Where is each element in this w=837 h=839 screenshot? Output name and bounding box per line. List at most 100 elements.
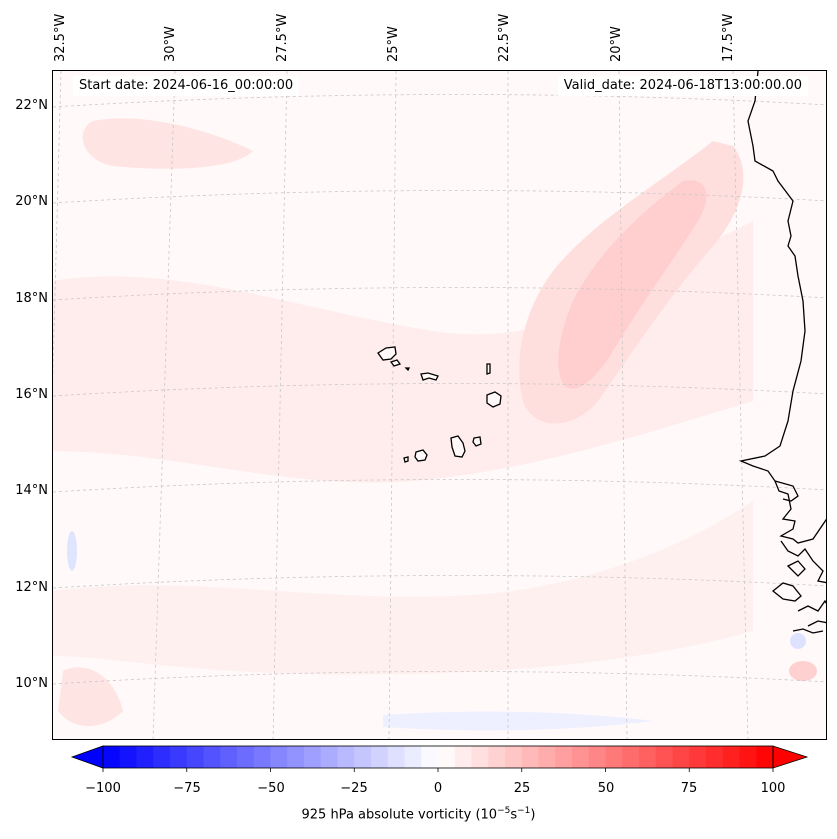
valid-date-label: Valid_date: 2024-06-18T13:00:00.00: [557, 76, 808, 96]
colorbar-segment: [119, 746, 137, 768]
colorbar-segments: [103, 746, 774, 768]
colorbar-segment: [622, 746, 640, 768]
colorbar-label-unit: s: [510, 807, 518, 823]
colorbar-segment: [337, 746, 355, 768]
lat-label-14n: 14°N: [15, 483, 48, 498]
colorbar-segment: [689, 746, 707, 768]
island-sal: [486, 363, 491, 375]
african-coastline: [738, 71, 826, 544]
colorbar-segment: [304, 746, 322, 768]
colorbar-segment: [555, 746, 573, 768]
colorbar-segment: [505, 746, 523, 768]
colorbar-segment: [186, 746, 204, 768]
colorbar-segment: [471, 746, 489, 768]
colorbar-segment: [203, 746, 221, 768]
vorticity-negative-spot: [67, 531, 77, 571]
longitude-line: [272, 71, 288, 739]
latitude-line: [53, 190, 826, 204]
island-santo-antao: [377, 346, 397, 361]
longitude-line: [388, 71, 397, 739]
colorbar-tick-label: 100: [760, 781, 786, 796]
lon-label-17-5w: 17.5°W: [721, 13, 736, 62]
lat-label-20n: 20°N: [15, 194, 48, 209]
colorbar-tick-label: −50: [257, 781, 285, 796]
colorbar-segment: [588, 746, 606, 768]
longitude-line: [618, 71, 628, 739]
start-date-label: Start date: 2024-06-16_00:00:00: [73, 76, 300, 96]
coastline-estuary: [780, 540, 826, 584]
lon-label-22-5w: 22.5°W: [497, 13, 512, 62]
colorbar-segment: [756, 746, 774, 768]
cabo-verde-islands: [377, 346, 502, 463]
coastline-guinea: [771, 582, 802, 602]
colorbar-segment: [153, 746, 171, 768]
lon-label-27-5w: 27.5°W: [275, 13, 290, 62]
latitude-line: [53, 575, 826, 589]
vorticity-field: [53, 118, 817, 731]
colorbar-segment: [371, 746, 389, 768]
coastline-sierra-leone: [786, 560, 806, 577]
colorbar-segment: [488, 746, 506, 768]
island-sao-vicente: [389, 359, 402, 367]
island-sao-nicolau: [420, 372, 439, 381]
colorbar-tick-label: −100: [85, 781, 121, 796]
island-santiago: [450, 435, 466, 458]
colorbar-tickmarks: [102, 768, 774, 772]
colorbar-label-exponent: −1: [517, 806, 531, 816]
colorbar-extend-low: [70, 745, 104, 769]
colorbar-segment: [672, 746, 690, 768]
latitude-line: [53, 287, 826, 301]
lat-label-18n: 18°N: [15, 291, 48, 306]
colorbar-label-exponent: −5: [497, 806, 511, 816]
colorbar-segment: [739, 746, 757, 768]
colorbar-segment: [572, 746, 590, 768]
lat-label-22n: 22°N: [15, 98, 48, 113]
colorbar-label: 925 hPa absolute vorticity (10−5s−1): [0, 806, 837, 822]
colorbar-tick-label: 75: [680, 781, 698, 796]
graticule: [53, 71, 826, 739]
colorbar-segment: [605, 746, 623, 768]
colorbar-segment: [521, 746, 539, 768]
colorbar-segment: [421, 746, 439, 768]
longitude-line: [152, 71, 176, 739]
lat-label-16n: 16°N: [15, 387, 48, 402]
vorticity-streak-core: [558, 180, 707, 389]
latitude-line: [53, 479, 826, 493]
vorticity-negative-coastal: [790, 633, 806, 649]
vorticity-negative-strip: [383, 711, 653, 731]
colorbar-segment: [639, 746, 657, 768]
latitude-line: [53, 94, 826, 108]
coastline-inlet: [774, 480, 799, 502]
lon-label-32-5w: 32.5°W: [53, 13, 68, 62]
colorbar-tick-label: 50: [597, 781, 615, 796]
colorbar-label-text: 925 hPa absolute vorticity (10: [301, 807, 498, 823]
colorbar-segment: [170, 746, 188, 768]
colorbar-segment: [103, 746, 121, 768]
colorbar-segment: [287, 746, 305, 768]
colorbar-segment: [270, 746, 288, 768]
colorbar-segment: [404, 746, 422, 768]
colorbar-segment: [320, 746, 338, 768]
vorticity-patch-west: [58, 667, 123, 726]
latitude-line: [53, 383, 826, 397]
colorbar-segment: [354, 746, 372, 768]
coastlines: [738, 71, 826, 634]
island-boa-vista: [486, 391, 502, 408]
vorticity-positive-spot: [789, 661, 817, 681]
coastline-bijagos: [792, 599, 826, 634]
island-brava: [403, 456, 409, 463]
colorbar-tick-label: −75: [173, 781, 201, 796]
map-panel: [52, 70, 827, 740]
colorbar-segment: [220, 746, 238, 768]
colorbar-segment: [706, 746, 724, 768]
colorbar-tick-label: −25: [340, 781, 368, 796]
longitude-line: [732, 71, 749, 739]
colorbar: [70, 745, 809, 772]
colorbar-segment: [655, 746, 673, 768]
lon-label-25w: 25°W: [386, 26, 401, 62]
colorbar-label-close: ): [530, 807, 536, 823]
lat-label-12n: 12°N: [15, 580, 48, 595]
colorbar-segment: [454, 746, 472, 768]
colorbar-segment: [438, 746, 456, 768]
latitude-line: [53, 671, 826, 685]
